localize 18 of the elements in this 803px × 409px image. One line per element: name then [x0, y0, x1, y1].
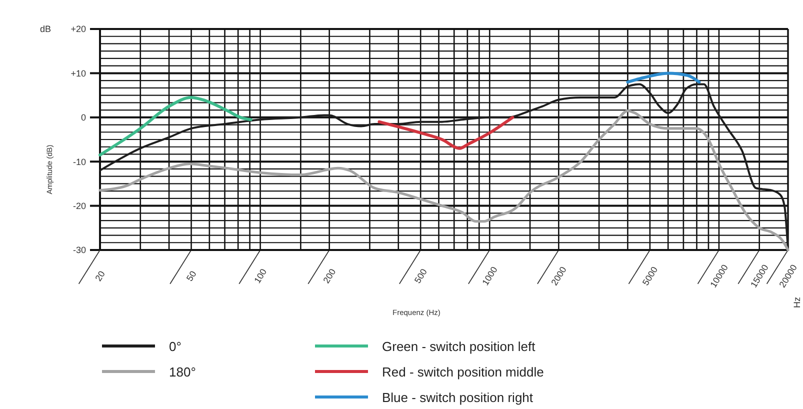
text: Hz [792, 296, 802, 308]
legend-label: Green - switch position left [382, 339, 536, 354]
y-tick-label: 0 [80, 112, 86, 123]
x-tick-label: 20 [93, 269, 108, 283]
legend-label: Blue - switch position right [382, 390, 534, 405]
text: dB [40, 24, 52, 34]
x-tick-label: 200 [321, 267, 338, 286]
legend-label: Red - switch position middle [382, 364, 544, 380]
x-tick-label: 500 [412, 267, 429, 286]
x-tick-label: 50 [184, 269, 198, 283]
y-tick-label: +20 [70, 24, 86, 34]
legend-label: 180° [169, 364, 196, 380]
x-tick-label: 100 [252, 267, 269, 286]
y-tick-label: -20 [72, 200, 86, 211]
y-tick-label: -10 [72, 156, 86, 167]
legend-label: 0° [169, 339, 182, 354]
y-tick-label: +10 [70, 68, 86, 78]
y-tick-label: -30 [72, 245, 86, 256]
